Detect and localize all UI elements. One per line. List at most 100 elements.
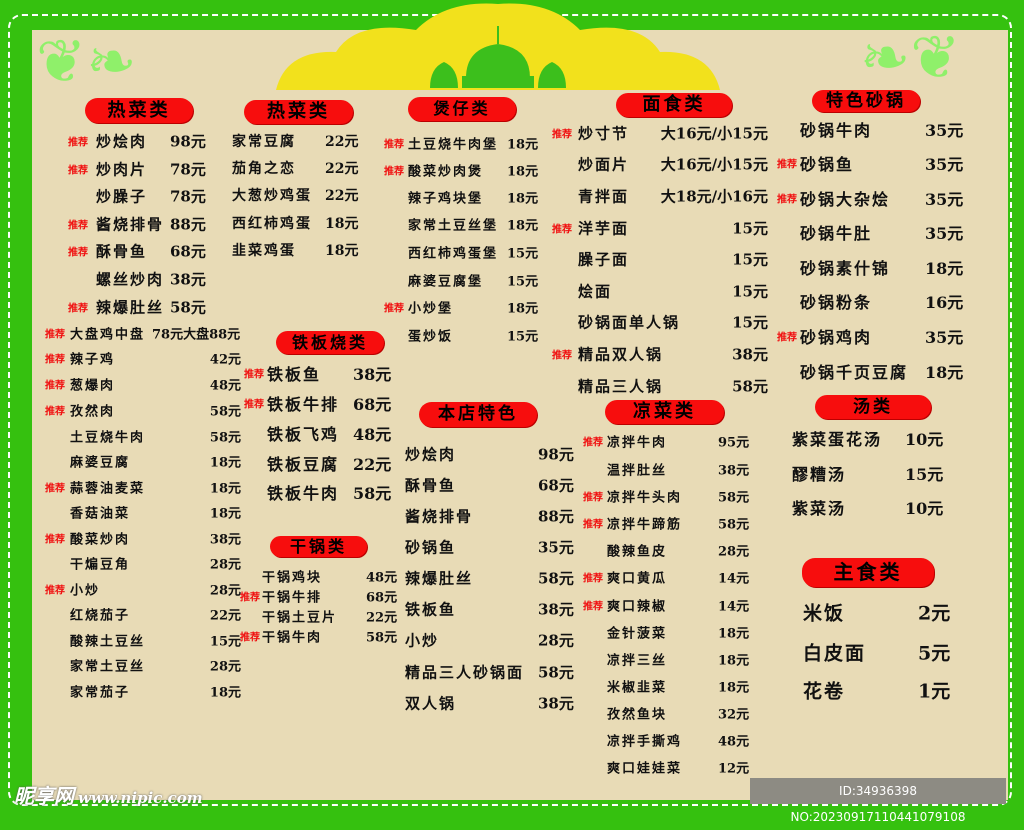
recommend-badge: 推荐 xyxy=(583,437,603,449)
menu-item-price: 22元 xyxy=(353,455,392,474)
menu-item-price: 28元 xyxy=(209,557,241,573)
recommend-badge: 推荐 xyxy=(777,332,797,344)
menu-item-name: 干锅牛排 xyxy=(262,590,323,606)
menu-item-name: 砂锅素什锦 xyxy=(800,259,891,278)
menu-item-name: 爽口辣椒 xyxy=(607,599,668,615)
menu-item-name: 爽口黄瓜 xyxy=(607,571,668,587)
menu-item-name: 紫菜蛋花汤 xyxy=(792,430,883,449)
section-header: 本店特色 xyxy=(419,402,537,427)
menu-item-price: 35元 xyxy=(925,155,964,174)
menu-item-name: 炒寸节 xyxy=(578,124,630,143)
menu-item-name: 精品三人砂锅面 xyxy=(405,663,525,682)
recommend-badge: 推荐 xyxy=(244,399,264,411)
menu-item-price: 14元 xyxy=(718,599,750,615)
menu-item-name: 蒜蓉油麦菜 xyxy=(70,481,146,497)
menu-item-price: 98元 xyxy=(170,132,206,151)
menu-item-name: 铁板鱼 xyxy=(267,365,322,384)
menu-item-price: 10元 xyxy=(905,499,944,518)
menu-item-name: 酥骨鱼 xyxy=(405,476,457,495)
menu-item-price: 22元 xyxy=(325,134,359,150)
menu-item-name: 米饭 xyxy=(803,602,846,625)
menu-item-price: 22元 xyxy=(366,610,398,626)
menu-item-price: 48元 xyxy=(718,734,750,750)
menu-item-name: 茄角之恋 xyxy=(232,161,296,177)
menu-item-price: 32元 xyxy=(718,707,750,723)
menu-item-price: 18元 xyxy=(507,301,539,317)
menu-item-price: 58元 xyxy=(732,377,768,396)
menu-item-name: 酱烧排骨 xyxy=(405,507,474,526)
menu-item-price: 35元 xyxy=(925,328,964,347)
menu-item-name: 酥骨鱼 xyxy=(96,242,148,261)
image-id-bar: ID:34936398 NO:20230917110441079108 xyxy=(750,778,1006,824)
menu-item-price: 18元 xyxy=(925,259,964,278)
menu-item-price: 18元 xyxy=(209,685,241,701)
menu-item-price: 35元 xyxy=(538,538,574,557)
menu-item-name: 米椒韭菜 xyxy=(607,680,668,696)
menu-item-price: 48元 xyxy=(353,425,392,444)
menu-item-name: 辣爆肚丝 xyxy=(405,569,474,588)
menu-item-name: 孜然鱼块 xyxy=(607,707,668,723)
menu-item-price: 15元 xyxy=(507,329,539,345)
mosque-dome-icon xyxy=(276,3,720,90)
menu-item-name: 温拌肚丝 xyxy=(607,463,668,479)
menu-item-price: 58元 xyxy=(209,430,241,446)
menu-item-price: 15元 xyxy=(905,465,944,484)
watermark: 昵享网 www.nipic.com xyxy=(14,780,203,809)
menu-item-name: 凉拌牛头肉 xyxy=(607,490,683,506)
menu-item-price: 58元 xyxy=(538,569,574,588)
menu-item-price: 58元 xyxy=(209,404,241,420)
recommend-badge: 推荐 xyxy=(45,406,65,418)
menu-item-name: 麻婆豆腐 xyxy=(70,455,131,471)
recommend-badge: 推荐 xyxy=(552,129,572,141)
menu-item-name: 家常豆腐 xyxy=(232,134,296,150)
menu-item-price: 35元 xyxy=(925,190,964,209)
menu-item-name: 凉拌牛肉 xyxy=(607,435,668,451)
menu-item-price: 98元 xyxy=(538,445,574,464)
menu-item-name: 韭菜鸡蛋 xyxy=(232,243,296,259)
menu-item-price: 大16元/小15元 xyxy=(660,124,768,143)
menu-item-price: 18元 xyxy=(507,137,539,153)
menu-item-name: 干煸豆角 xyxy=(70,557,131,573)
menu-item-price: 大16元/小15元 xyxy=(660,155,768,174)
menu-item-name: 干锅土豆片 xyxy=(262,610,338,626)
menu-item-name: 炒臊子 xyxy=(96,187,148,206)
menu-item-price: 68元 xyxy=(170,242,206,261)
menu-item-name: 酱烧排骨 xyxy=(96,215,165,234)
menu-item-name: 螺丝炒肉 xyxy=(96,270,165,289)
floral-ornament-left: ❦❧ xyxy=(36,27,137,97)
menu-item-price: 18元 xyxy=(507,218,539,234)
menu-item-name: 大盘鸡中盘 xyxy=(70,327,146,343)
menu-item-name: 红烧茄子 xyxy=(70,608,131,624)
menu-item-price: 35元 xyxy=(925,224,964,243)
menu-item-price: 18元 xyxy=(209,506,241,522)
recommend-badge: 推荐 xyxy=(244,369,264,381)
menu-item-price: 68元 xyxy=(538,476,574,495)
menu-item-price: 38元 xyxy=(209,532,241,548)
menu-item-price: 95元 xyxy=(718,435,750,451)
recommend-badge: 推荐 xyxy=(583,573,603,585)
recommend-badge: 推荐 xyxy=(777,159,797,171)
menu-item-name: 花卷 xyxy=(803,680,846,703)
menu-item-name: 家常土豆丝 xyxy=(70,659,146,675)
menu-item-price: 15元 xyxy=(732,282,768,301)
menu-item-price: 18元 xyxy=(325,216,359,232)
menu-item-name: 炒烩肉 xyxy=(96,132,148,151)
menu-item-price: 18元 xyxy=(718,680,750,696)
section-header: 干锅类 xyxy=(270,536,367,557)
recommend-badge: 推荐 xyxy=(68,165,88,177)
recommend-badge: 推荐 xyxy=(384,166,404,178)
menu-item-name: 小炒 xyxy=(70,583,101,599)
menu-item-price: 18元 xyxy=(925,363,964,382)
recommend-badge: 推荐 xyxy=(583,519,603,531)
menu-item-name: 精品三人锅 xyxy=(578,377,664,396)
menu-item-price: 18元 xyxy=(325,243,359,259)
recommend-badge: 推荐 xyxy=(45,483,65,495)
menu-item-name: 土豆烧牛肉堡 xyxy=(408,137,499,153)
menu-item-name: 小炒 xyxy=(405,631,440,650)
menu-item-price: 22元 xyxy=(325,161,359,177)
menu-item-price: 18元 xyxy=(209,481,241,497)
section-header: 铁板烧类 xyxy=(276,331,384,354)
menu-item-name: 砂锅粉条 xyxy=(800,293,873,312)
recommend-badge: 推荐 xyxy=(552,350,572,362)
recommend-badge: 推荐 xyxy=(583,601,603,613)
